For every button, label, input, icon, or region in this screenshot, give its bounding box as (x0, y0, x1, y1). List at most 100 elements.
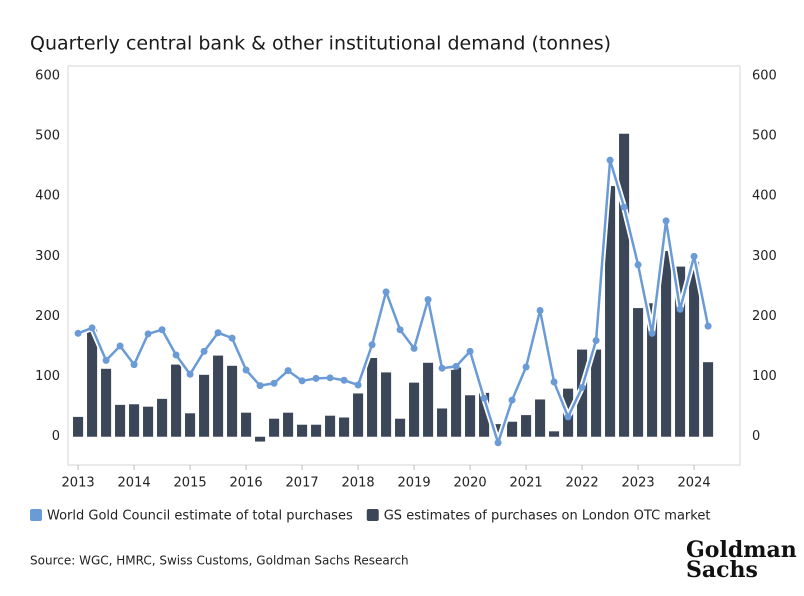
bar (143, 406, 154, 437)
x-tick-label: 2022 (566, 476, 599, 491)
bar (591, 349, 602, 437)
y-tick-label: 500 (35, 129, 60, 144)
bar (311, 424, 322, 437)
x-tick-label: 2016 (230, 476, 263, 491)
bar (157, 398, 168, 437)
bar (437, 408, 448, 437)
point (634, 261, 642, 269)
logo: Goldman (686, 537, 797, 563)
bar (185, 413, 196, 437)
x-tick-label: 2015 (174, 476, 207, 491)
point (662, 217, 670, 225)
point (592, 337, 600, 345)
y-tick-label: 100 (35, 369, 60, 384)
point (704, 322, 712, 330)
bar (115, 404, 126, 437)
bar (521, 415, 532, 437)
legend-label: GS estimates of purchases on London OTC … (384, 509, 711, 524)
point (676, 305, 684, 313)
bar (269, 418, 280, 437)
point (410, 344, 418, 352)
point (256, 382, 264, 390)
point (242, 366, 250, 374)
bar (73, 416, 84, 437)
y-tick-label: 400 (35, 189, 60, 204)
x-tick-label: 2013 (62, 476, 95, 491)
x-tick-label: 2020 (454, 476, 487, 491)
y2-tick-label: 200 (752, 309, 777, 324)
bar (633, 308, 644, 437)
y-tick-label: 0 (52, 429, 60, 444)
point (508, 396, 516, 404)
bar (409, 382, 420, 437)
point (522, 363, 530, 371)
bar (171, 364, 182, 437)
bar (507, 421, 518, 437)
bar (129, 404, 140, 437)
bar (675, 266, 686, 437)
point (494, 439, 502, 447)
bar (325, 415, 336, 437)
bar (227, 365, 238, 437)
bar (395, 418, 406, 437)
chart-title: Quarterly central bank & other instituti… (30, 33, 611, 55)
y-tick-label: 200 (35, 309, 60, 324)
point (564, 413, 572, 421)
point (270, 379, 278, 387)
y2-tick-label: 100 (752, 369, 777, 384)
bar (101, 368, 112, 437)
point (144, 330, 152, 338)
legend-swatch (30, 509, 42, 521)
bar (199, 374, 210, 437)
point (382, 288, 390, 296)
bar (213, 355, 224, 437)
point (536, 306, 544, 314)
point (606, 156, 614, 164)
bar (255, 436, 266, 442)
point (550, 378, 558, 386)
bar (87, 329, 98, 437)
point (424, 296, 432, 304)
point (186, 370, 194, 378)
point (158, 326, 166, 334)
bar (479, 392, 490, 437)
bar (619, 133, 630, 437)
point (312, 374, 320, 382)
bar (381, 372, 392, 437)
point (130, 361, 138, 369)
bar (703, 362, 714, 437)
bar (535, 399, 546, 437)
point (88, 324, 96, 332)
point (396, 326, 404, 334)
point (172, 351, 180, 359)
bar (465, 395, 476, 437)
x-tick-label: 2018 (342, 476, 375, 491)
point (648, 329, 656, 337)
point (690, 252, 698, 260)
point (326, 374, 334, 382)
point (74, 329, 82, 337)
bar (689, 261, 700, 437)
y2-tick-label: 600 (752, 69, 777, 84)
y2-tick-label: 500 (752, 129, 777, 144)
bar (661, 250, 672, 437)
point (354, 381, 362, 389)
x-tick-label: 2023 (622, 476, 655, 491)
x-tick-label: 2019 (398, 476, 431, 491)
bar (241, 412, 252, 437)
x-tick-label: 2021 (510, 476, 543, 491)
point (228, 334, 236, 342)
point (578, 383, 586, 391)
bar (423, 362, 434, 437)
source: Source: WGC, HMRC, Swiss Customs, Goldma… (30, 554, 409, 568)
point (480, 394, 488, 402)
point (200, 347, 208, 355)
point (298, 377, 306, 385)
bar (339, 417, 350, 437)
bar (451, 367, 462, 437)
point (340, 376, 348, 384)
point (284, 367, 292, 375)
x-tick-label: 2024 (678, 476, 711, 491)
y2-tick-label: 0 (752, 429, 760, 444)
